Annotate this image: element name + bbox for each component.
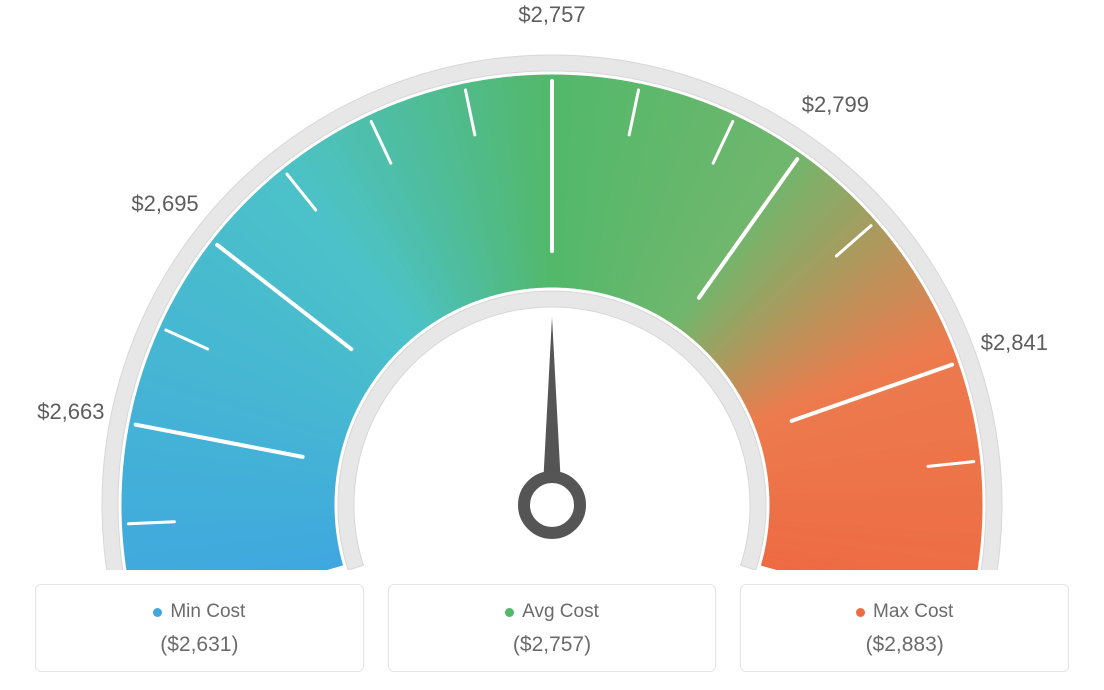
avg-cost-title: Avg Cost: [505, 601, 599, 623]
min-cost-title: Min Cost: [153, 601, 245, 623]
avg-cost-label: Avg Cost: [522, 601, 599, 623]
gauge-tick-label: $2,663: [37, 399, 104, 425]
min-dot-icon: [153, 608, 162, 617]
max-cost-value: ($2,883): [751, 633, 1058, 657]
gauge-tick-label: $2,799: [802, 92, 869, 118]
gauge-tick-label: $2,841: [981, 330, 1048, 356]
gauge-tick-label: $2,695: [131, 191, 198, 217]
gauge-svg: [22, 10, 1082, 570]
gauge-tick-label: $2,757: [518, 2, 585, 28]
gauge-needle-hub: [524, 477, 580, 533]
max-cost-label: Max Cost: [873, 601, 953, 623]
min-cost-card: Min Cost ($2,631): [35, 584, 364, 672]
avg-cost-value: ($2,757): [399, 633, 706, 657]
gauge-minor-tick: [128, 522, 174, 524]
avg-dot-icon: [505, 608, 514, 617]
min-cost-value: ($2,631): [46, 633, 353, 657]
max-cost-card: Max Cost ($2,883): [740, 584, 1069, 672]
avg-cost-card: Avg Cost ($2,757): [388, 584, 717, 672]
min-cost-label: Min Cost: [170, 601, 245, 623]
summary-cards: Min Cost ($2,631) Avg Cost ($2,757) Max …: [35, 584, 1069, 672]
max-dot-icon: [856, 608, 865, 617]
gauge-chart: $2,631$2,663$2,695$2,757$2,799$2,841$2,8…: [22, 10, 1082, 570]
max-cost-title: Max Cost: [856, 601, 953, 623]
